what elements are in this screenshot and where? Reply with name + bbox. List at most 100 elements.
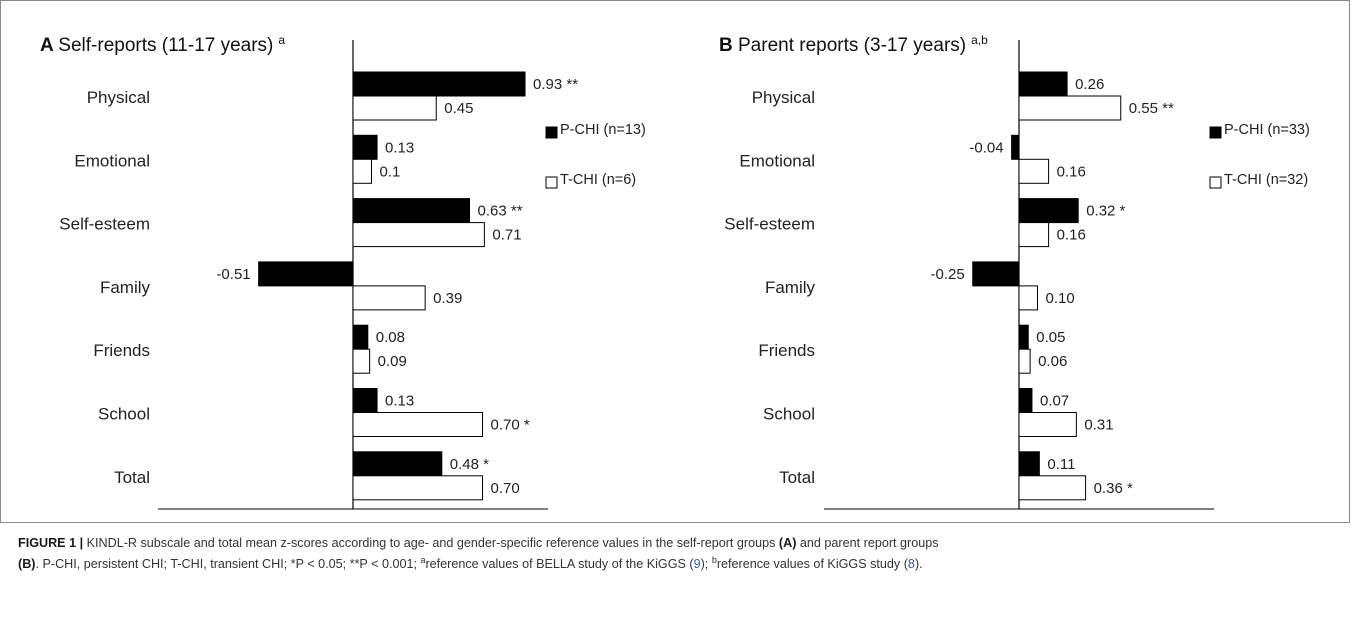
chart-b-panel-letter: B bbox=[719, 35, 738, 56]
chart-b-bar-p-chi bbox=[1018, 198, 1079, 224]
caption-ref-link-9[interactable]: 9 bbox=[693, 557, 701, 571]
caption-text-1-tail: and parent report groups bbox=[796, 536, 939, 550]
figure-caption: FIGURE 1 | KINDL-R subscale and total me… bbox=[18, 533, 1343, 575]
chart-panel-a: A Self-reports (11-17 years)a-1.0-0.50.0… bbox=[0, 0, 680, 540]
chart-b-category-label: Friends bbox=[758, 341, 815, 360]
chart-a-bar-t-chi bbox=[352, 475, 483, 501]
chart-b-data-label: -0.25 bbox=[931, 266, 965, 283]
caption-ref-a-text: reference values of BELLA study of the K… bbox=[425, 557, 694, 571]
chart-b-bar-t-chi bbox=[1018, 95, 1122, 121]
caption-sup-b: b bbox=[711, 554, 717, 565]
chart-b-data-label: 0.10 bbox=[1046, 290, 1075, 307]
chart-b-bar-p-chi bbox=[1011, 134, 1020, 160]
chart-a-legend-swatch-t-chi bbox=[545, 176, 558, 189]
chart-b-bar-t-chi bbox=[1018, 285, 1038, 311]
chart-a-data-label: 0.13 bbox=[385, 393, 414, 410]
chart-a-data-label: 0.45 bbox=[444, 100, 473, 117]
chart-a-data-label: 0.70 * bbox=[491, 417, 530, 434]
chart-a-bar-t-chi bbox=[352, 95, 437, 121]
chart-b-category-label: Total bbox=[779, 468, 815, 487]
chart-a-data-label: 0.39 bbox=[433, 290, 462, 307]
caption-ref-b-text: reference values of KiGGS study ( bbox=[716, 557, 908, 571]
chart-a-bar-t-chi bbox=[352, 348, 371, 374]
caption-text-2: . P-CHI, persistent CHI; T-CHI, transien… bbox=[35, 557, 421, 571]
chart-b-category-label: Self-esteem bbox=[724, 215, 815, 234]
chart-b-bar-p-chi bbox=[1018, 324, 1029, 350]
chart-b-bar-t-chi bbox=[1018, 348, 1031, 374]
chart-a-data-label: 0.09 bbox=[378, 353, 407, 370]
chart-a-data-label: 0.13 bbox=[385, 139, 414, 156]
chart-b-title-text: Parent reports (3-17 years) bbox=[738, 35, 966, 56]
chart-b-chart-title: B Parent reports (3-17 years) a,b bbox=[719, 33, 988, 56]
chart-b-data-label: -0.04 bbox=[969, 139, 1003, 156]
chart-a-legend-label-p-chi: P-CHI (n=13) bbox=[560, 122, 646, 138]
chart-a-data-label: 0.08 bbox=[376, 329, 405, 346]
chart-b-bar-t-chi bbox=[1018, 158, 1050, 184]
chart-a-bar-t-chi bbox=[352, 412, 483, 437]
figure-label: FIGURE 1 | bbox=[18, 536, 84, 550]
chart-a-legend-swatch-p-chi bbox=[545, 126, 558, 139]
chart-b-data-label: 0.11 bbox=[1047, 456, 1075, 473]
chart-b-bar-t-chi bbox=[1018, 222, 1050, 248]
chart-a-data-label: 0.71 bbox=[492, 227, 521, 244]
chart-a-category-label: School bbox=[98, 405, 150, 424]
chart-a-data-label: 0.63 ** bbox=[478, 203, 523, 220]
chart-b-legend-label-t-chi: T-CHI (n=32) bbox=[1224, 172, 1308, 188]
chart-b-legend-swatch-p-chi bbox=[1209, 126, 1222, 139]
caption-tag-a: (A) bbox=[778, 536, 797, 550]
chart-a-bar-t-chi bbox=[352, 158, 372, 184]
chart-b-bar-p-chi bbox=[1018, 388, 1033, 413]
caption-tag-b: (B) bbox=[18, 557, 36, 571]
chart-a-data-label: 0.48 * bbox=[450, 456, 489, 473]
chart-a-data-label: 0.70 bbox=[491, 480, 520, 497]
chart-b-bar-p-chi bbox=[972, 261, 1020, 287]
chart-b-category-label: Emotional bbox=[739, 151, 815, 170]
chart-a-category-label: Emotional bbox=[74, 151, 150, 170]
chart-b-category-label: Family bbox=[765, 278, 816, 297]
chart-a-data-label: 0.93 ** bbox=[533, 76, 578, 93]
chart-a-category-label: Physical bbox=[87, 88, 150, 107]
chart-b-category-label: Physical bbox=[752, 88, 815, 107]
chart-b-data-label: 0.26 bbox=[1075, 76, 1104, 93]
chart-b-bar-t-chi bbox=[1018, 412, 1077, 437]
caption-sup-a: a bbox=[420, 554, 426, 565]
chart-a-bar-p-chi bbox=[352, 324, 369, 350]
chart-b-data-label: 0.16 bbox=[1057, 163, 1086, 180]
chart-a-bar-t-chi bbox=[352, 285, 426, 311]
chart-a-title-superscript: a bbox=[278, 33, 285, 47]
chart-b-category-label: School bbox=[763, 405, 815, 424]
chart-panel-b: B Parent reports (3-17 years)a,b-1-0.500… bbox=[680, 0, 1350, 540]
chart-a-chart-title: A Self-reports (11-17 years) a bbox=[40, 33, 285, 56]
caption-ref-link-8[interactable]: 8 bbox=[907, 557, 915, 571]
chart-a-data-label: -0.51 bbox=[216, 266, 250, 283]
chart-a-category-label: Self-esteem bbox=[59, 215, 150, 234]
chart-a-bar-p-chi bbox=[352, 71, 526, 97]
chart-b-data-label: 0.05 bbox=[1036, 329, 1065, 346]
chart-a-svg: A Self-reports (11-17 years)a-1.0-0.50.0… bbox=[40, 33, 646, 540]
chart-a-bar-p-chi bbox=[352, 451, 443, 477]
chart-a-title-text: Self-reports (11-17 years) bbox=[58, 35, 273, 56]
chart-a-bar-t-chi bbox=[352, 222, 485, 248]
chart-a-data-label: 0.1 bbox=[380, 163, 401, 180]
chart-a-legend-label-t-chi: T-CHI (n=6) bbox=[560, 172, 636, 188]
chart-b-legend-label-p-chi: P-CHI (n=33) bbox=[1224, 122, 1310, 138]
chart-a-category-label: Total bbox=[114, 468, 150, 487]
chart-a-category-label: Family bbox=[100, 278, 151, 297]
caption-text-1: KINDL-R subscale and total mean z-scores… bbox=[83, 536, 779, 550]
chart-a-panel-letter: A bbox=[40, 35, 58, 56]
chart-a-bar-p-chi bbox=[352, 134, 378, 160]
chart-b-title-superscript: a,b bbox=[971, 33, 988, 47]
chart-b-data-label: 0.06 bbox=[1038, 353, 1067, 370]
caption-text-end: ). bbox=[914, 557, 923, 571]
figure-frame bbox=[0, 0, 1350, 523]
chart-b-data-label: 0.32 * bbox=[1086, 203, 1125, 220]
chart-b-data-label: 0.55 ** bbox=[1129, 100, 1174, 117]
chart-b-bar-p-chi bbox=[1018, 451, 1040, 477]
chart-b-bar-t-chi bbox=[1018, 475, 1087, 501]
chart-a-category-label: Friends bbox=[93, 341, 150, 360]
chart-a-bar-p-chi bbox=[352, 198, 471, 224]
chart-b-data-label: 0.07 bbox=[1040, 393, 1069, 410]
caption-line-2: (B). P-CHI, persistent CHI; T-CHI, trans… bbox=[18, 554, 1343, 575]
chart-b-svg: B Parent reports (3-17 years)a,b-1-0.500… bbox=[719, 33, 1310, 540]
chart-a-bar-p-chi bbox=[258, 261, 354, 287]
